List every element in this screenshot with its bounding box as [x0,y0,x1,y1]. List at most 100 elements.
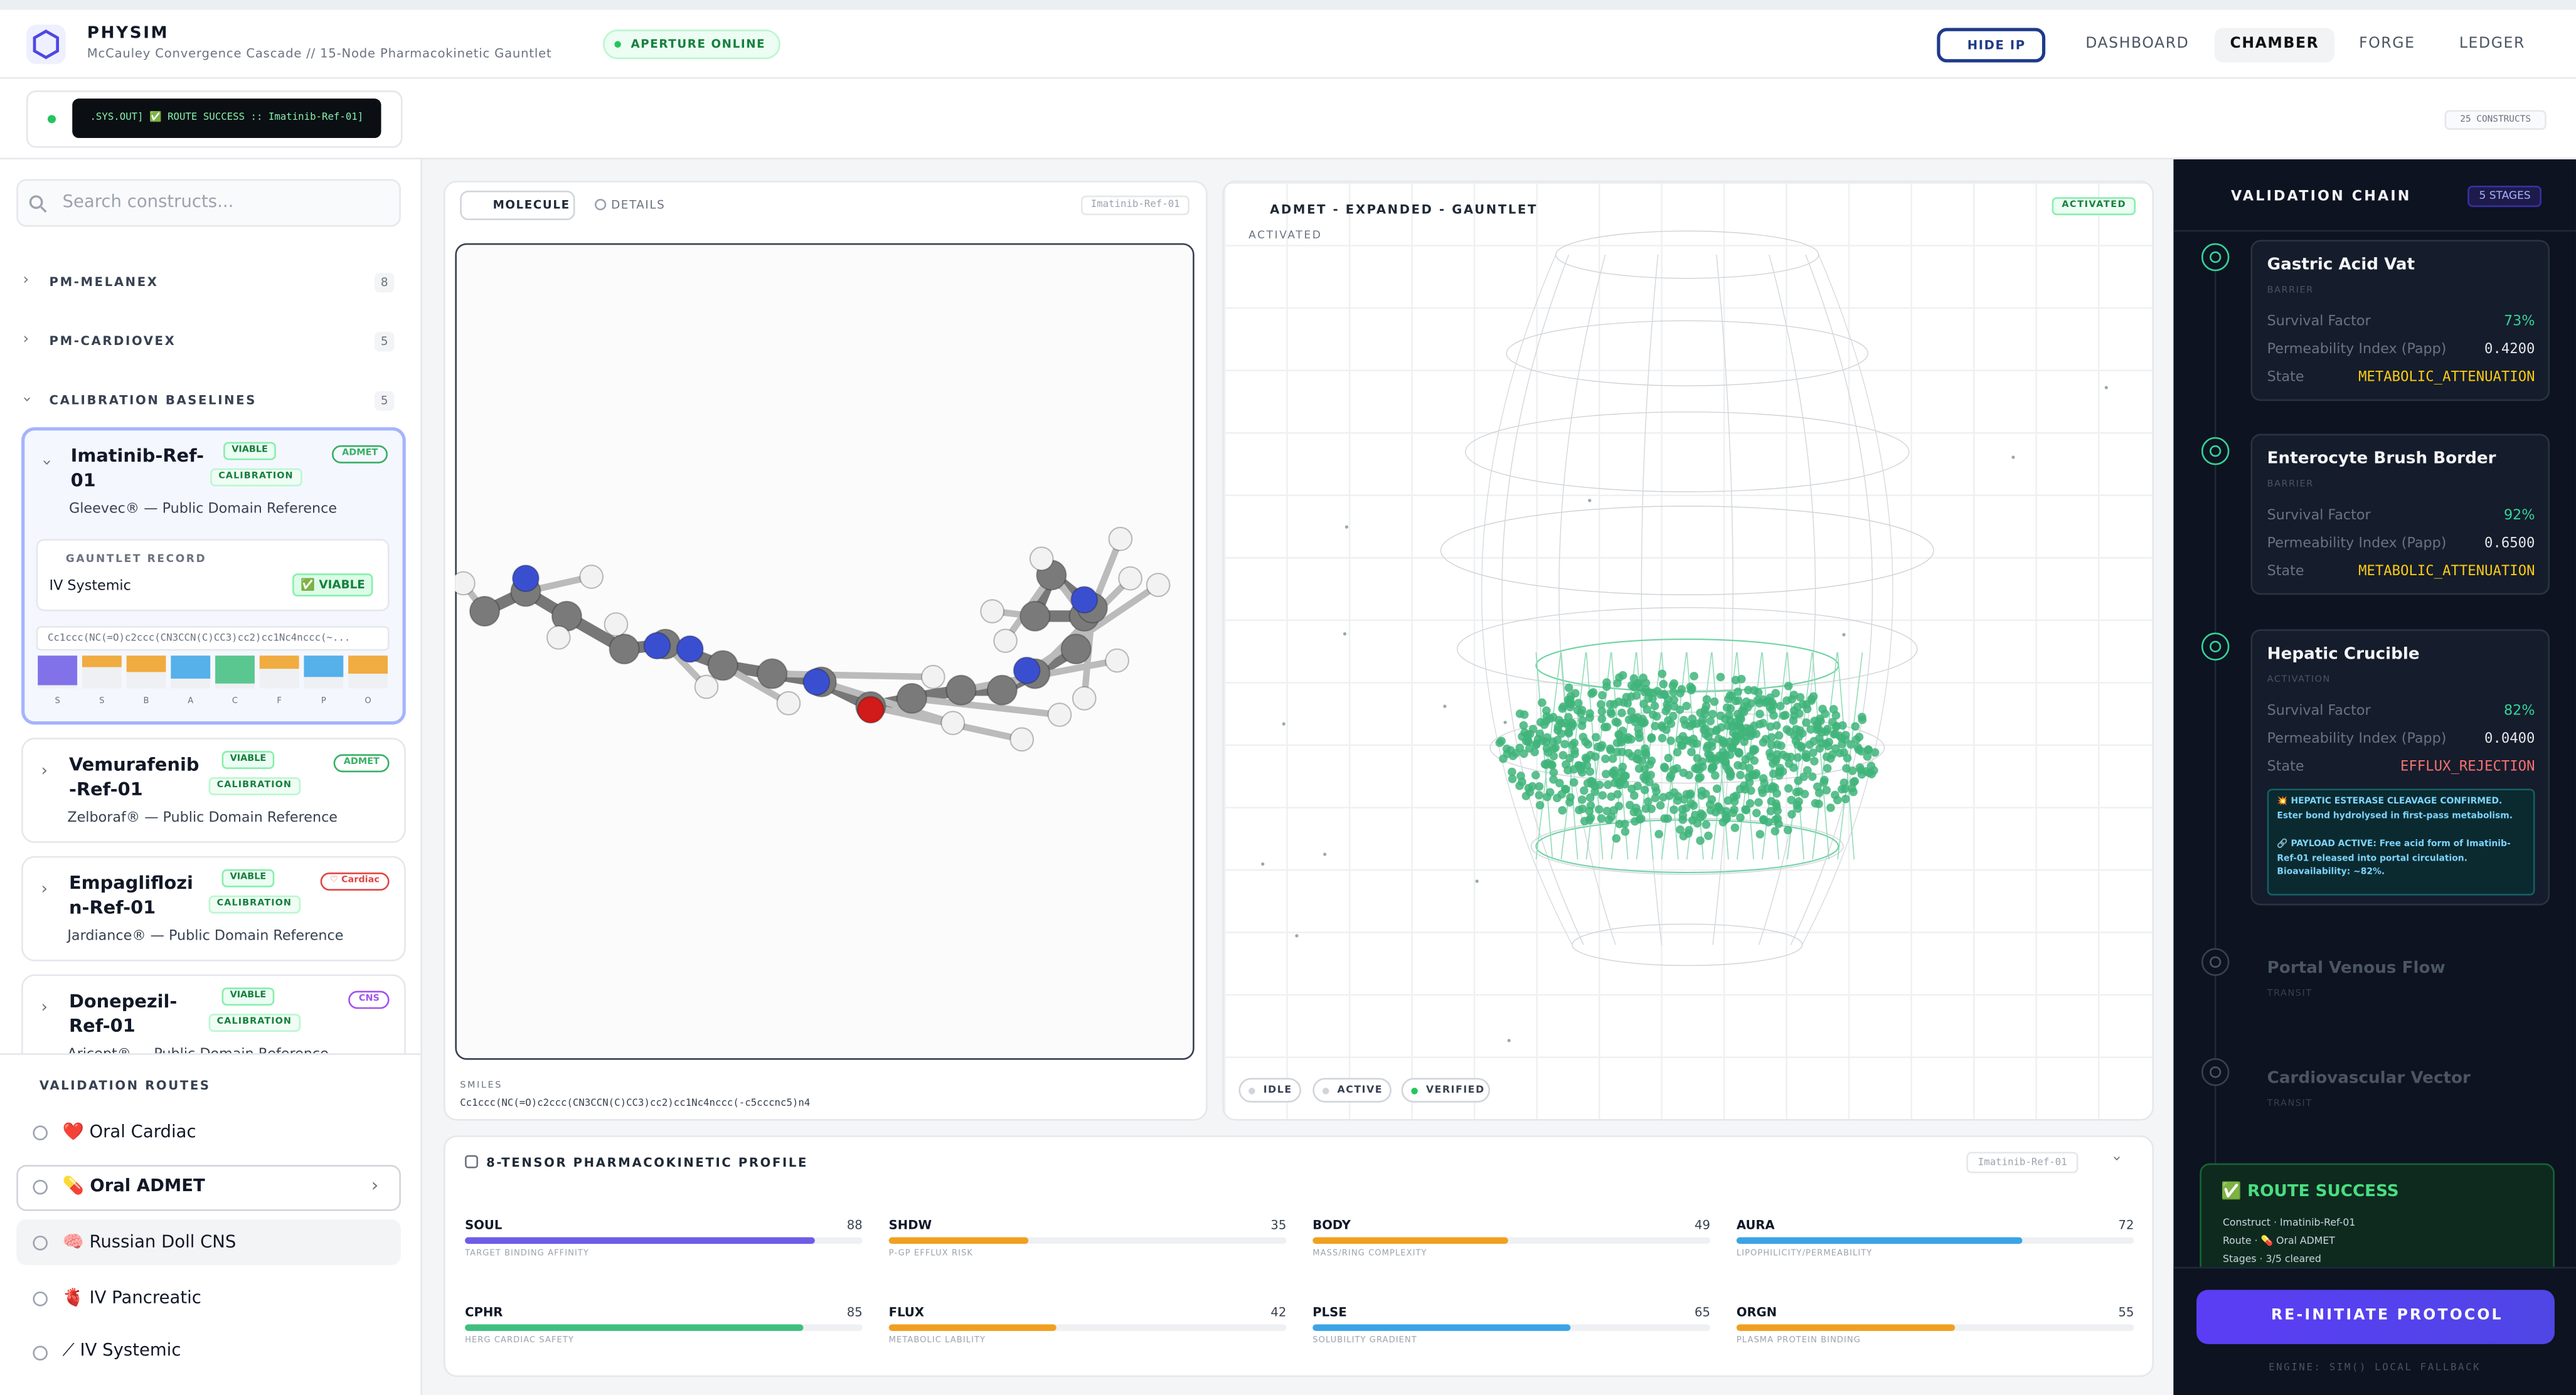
particle [1543,792,1551,802]
particle [1714,735,1723,743]
search-placeholder[interactable]: Search constructs... [62,192,234,212]
particle [1343,632,1347,636]
particle [1560,719,1569,728]
route-item[interactable]: ⟋ IV Systemic [62,1340,181,1361]
tensor-desc: HERG CARDIAC SAFETY [465,1335,574,1346]
stage-node-core [2210,251,2222,263]
group-count: 5 [375,332,395,352]
particle [1633,679,1642,688]
group-name[interactable]: PM-MELANEX [49,274,159,290]
chain-header [2173,159,2576,232]
particle [1748,770,1757,779]
route-item[interactable]: 🫀 IV Pancreatic [62,1288,201,1308]
particle [1560,740,1569,749]
particle [1792,800,1802,809]
particle [1651,793,1660,802]
particle [1673,748,1682,757]
tensor-bar [1736,1324,1956,1331]
particle [1857,770,1866,779]
particle [1659,762,1669,772]
particle [1664,753,1673,763]
tensor-name: AURA [1736,1217,1775,1233]
particle [1647,733,1656,742]
header [0,9,2576,79]
particle [1656,801,1665,810]
particle [1578,804,1587,814]
particle [1641,744,1649,753]
particle [1559,702,1568,711]
atom [1105,648,1130,673]
wireframe [1481,254,1573,945]
wireframe [1465,411,1910,492]
particle [1586,813,1595,822]
particle [1635,733,1644,743]
atom [1072,686,1097,711]
particle [1666,736,1675,745]
wireframe [1555,230,1819,279]
smiles-title: SMILES [460,1081,503,1091]
particle [1850,777,1860,786]
route-item[interactable]: ❤️ Oral Cardiac [62,1122,196,1142]
particle [1848,766,1857,775]
icon [40,206,47,213]
particle [1809,748,1818,757]
route-item[interactable]: 🧠 Russian Doll CNS [62,1232,237,1253]
particle [2104,386,2108,390]
particle [1725,711,1733,720]
particle [1773,740,1782,749]
particle [1701,820,1711,829]
tensor-bar [888,1237,1028,1244]
route-hover-box [16,1219,401,1266]
particle [1571,689,1580,698]
particle [1704,732,1713,741]
particle [1508,775,1517,783]
atom [856,696,885,724]
particle [1549,768,1558,777]
stage-value: 0.6500 [2484,535,2535,553]
hide-ip[interactable]: HIDE IP [1937,28,2046,63]
nav-item[interactable]: DASHBOARD [2085,36,2190,53]
nav-item[interactable]: CHAMBER [2214,28,2335,63]
tensor-track [1312,1237,1710,1244]
tab-active[interactable]: MOLECULE [460,190,575,221]
construct-card[interactable]: › Vemurafenib-Ref-01 VIABLE CALIBRATION ADME… [21,738,406,843]
stage-value: EFFLUX_REJECTION [2400,759,2535,776]
particle [1722,807,1731,816]
particle [1766,807,1775,815]
particle [1831,723,1841,731]
mini-bar-letter: S [55,696,60,707]
atom [707,650,738,681]
tab[interactable]: DETAILS [611,198,666,212]
tag: ♡ Cardiac [320,873,390,891]
particle [1792,787,1801,797]
particle [1637,814,1646,824]
construct-card[interactable]: › Empagliflozin-Ref-01 VIABLE CALIBRATION ♡ … [21,856,406,962]
particle [1525,729,1535,739]
reinit-button[interactable]: RE-INITIATE PROTOCOL [2196,1290,2555,1344]
construct-card[interactable]: › Donepezil-Ref-01 VIABLE CALIBRATION CNS Ari… [21,974,406,1054]
nav-item[interactable]: LEDGER [2459,36,2525,53]
particle [1693,819,1702,828]
particle [1553,736,1562,745]
route-item[interactable]: 💊 Oral ADMET [62,1176,205,1197]
particle [1787,810,1796,819]
particle [1605,744,1615,753]
group-name[interactable]: PM-CARDIOVEX [49,333,176,349]
wireframe [1530,817,1844,875]
particle [1716,672,1725,682]
group-name[interactable]: CALIBRATION BASELINES [49,393,257,408]
particle [1848,783,1856,793]
particle [1598,791,1607,800]
mini-bar [38,655,78,685]
particle [1630,791,1639,800]
particle [1710,697,1719,706]
particle [1747,699,1755,708]
particle [1639,773,1648,782]
particle [1596,700,1605,709]
profile-panel [444,1135,2154,1377]
nav-item[interactable]: FORGE [2359,36,2415,53]
particle [1570,746,1579,755]
atom [1019,600,1051,632]
atom [511,565,540,593]
particle [1612,834,1621,843]
